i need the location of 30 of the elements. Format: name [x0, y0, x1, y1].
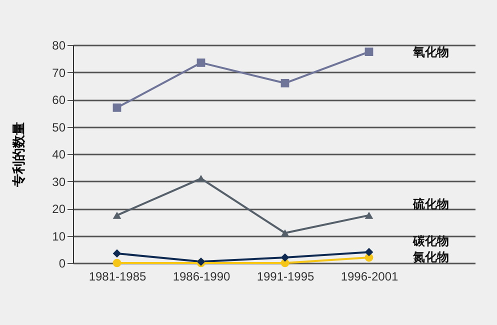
y-tick-label: 40: [52, 148, 66, 162]
point: [196, 58, 206, 67]
y-tick-label: 0: [58, 256, 66, 270]
point: [196, 174, 206, 182]
point: [112, 103, 122, 112]
text: 碳化物: [412, 234, 449, 248]
point: [364, 248, 374, 256]
point: [112, 212, 122, 219]
y-tick-label: 30: [52, 174, 66, 189]
point: [112, 258, 122, 268]
x-tick-label: 1991-1995: [256, 270, 315, 284]
y-tick-label: 60: [52, 93, 66, 107]
text: 氮化物: [412, 250, 449, 264]
text: 氧化物: [412, 44, 449, 59]
point: [280, 78, 290, 88]
x-tick-label: 1986-1990: [172, 270, 231, 284]
text: 硫化物: [412, 197, 449, 212]
point: [280, 253, 290, 262]
point: [112, 249, 122, 258]
y-tick-label: 80: [52, 38, 66, 52]
point: [280, 229, 290, 237]
y-tick-label: 10: [52, 229, 66, 244]
y-tick-label: 50: [52, 120, 66, 134]
y-axis-title: 专利的数量: [11, 122, 28, 188]
y-tick-label: 70: [52, 66, 66, 80]
x-tick-label: 1996-2001: [340, 270, 399, 284]
point: [364, 212, 374, 219]
point: [364, 48, 374, 56]
y-tick-label: 20: [52, 202, 66, 216]
x-tick-label: 1981-1985: [88, 270, 147, 284]
